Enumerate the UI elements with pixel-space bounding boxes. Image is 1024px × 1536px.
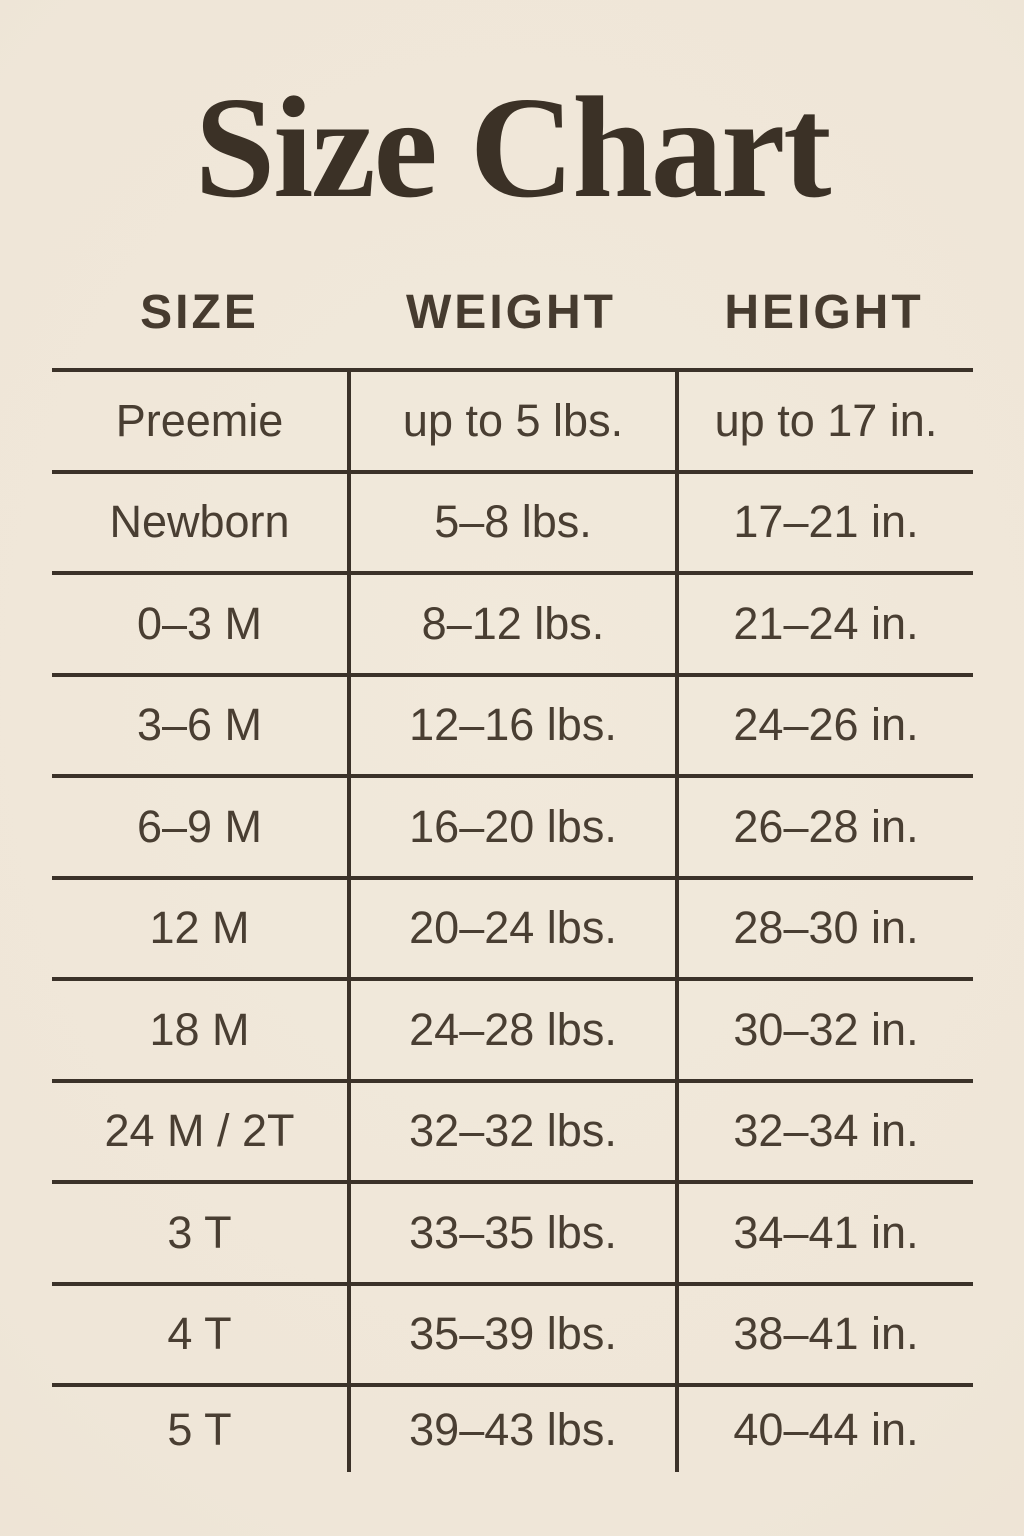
height-cell: up to 17 in. bbox=[675, 372, 973, 470]
table-row: 12 M 20–24 lbs. 28–30 in. bbox=[52, 879, 973, 981]
table-row: 0–3 M 8–12 lbs. 21–24 in. bbox=[52, 575, 973, 677]
size-cell: 0–3 M bbox=[136, 597, 263, 649]
weight-cell: up to 5 lbs. bbox=[347, 372, 675, 470]
table-row: Preemie up to 5 lbs. up to 17 in. bbox=[52, 372, 973, 474]
height-cell: 38–41 in. bbox=[675, 1285, 973, 1383]
table-row: 3 T 33–35 lbs. 34–41 in. bbox=[52, 1184, 973, 1286]
page-title: Size Chart bbox=[194, 68, 832, 228]
column-header-weight: WEIGHT bbox=[406, 285, 616, 339]
weight-cell: 5–8 lbs. bbox=[347, 473, 675, 571]
weight-cell: 8–12 lbs. bbox=[347, 575, 675, 673]
table-row: 6–9 M 16–20 lbs. 26–28 in. bbox=[52, 778, 973, 880]
height-cell: 26–28 in. bbox=[675, 778, 973, 876]
size-cell: 6–9 M bbox=[136, 800, 263, 852]
size-chart-table: SIZE WEIGHT HEIGHT Preemie up to 5 lbs. … bbox=[52, 256, 973, 1472]
size-cell: 3 T bbox=[167, 1206, 232, 1258]
weight-cell: 12–16 lbs. bbox=[347, 676, 675, 774]
weight-cell: 32–32 lbs. bbox=[347, 1082, 675, 1180]
table-row: 5 T 39–43 lbs. 40–44 in. bbox=[52, 1387, 973, 1472]
column-header-size: SIZE bbox=[140, 285, 259, 339]
table-row: 3–6 M 12–16 lbs. 24–26 in. bbox=[52, 676, 973, 778]
weight-cell: 20–24 lbs. bbox=[347, 879, 675, 977]
table-row: 4 T 35–39 lbs. 38–41 in. bbox=[52, 1285, 973, 1387]
weight-cell: 33–35 lbs. bbox=[347, 1184, 675, 1282]
table-row: 24 M / 2T 32–32 lbs. 32–34 in. bbox=[52, 1082, 973, 1184]
height-cell: 30–32 in. bbox=[675, 981, 973, 1079]
table-header-row: SIZE WEIGHT HEIGHT bbox=[52, 256, 973, 368]
height-cell: 21–24 in. bbox=[675, 575, 973, 673]
table-row: 18 M 24–28 lbs. 30–32 in. bbox=[52, 981, 973, 1083]
height-cell: 40–44 in. bbox=[675, 1387, 973, 1472]
size-cell: 18 M bbox=[149, 1003, 250, 1055]
weight-cell: 39–43 lbs. bbox=[347, 1387, 675, 1472]
table-body: Preemie up to 5 lbs. up to 17 in. Newbor… bbox=[52, 368, 973, 1472]
weight-cell: 35–39 lbs. bbox=[347, 1285, 675, 1383]
weight-cell: 24–28 lbs. bbox=[347, 981, 675, 1079]
column-header-height: HEIGHT bbox=[724, 285, 924, 339]
height-cell: 28–30 in. bbox=[675, 879, 973, 977]
size-cell: Preemie bbox=[115, 394, 284, 446]
size-cell: 3–6 M bbox=[136, 699, 263, 751]
size-cell: Newborn bbox=[109, 496, 290, 548]
size-cell: 24 M / 2T bbox=[104, 1105, 295, 1157]
height-cell: 17–21 in. bbox=[675, 473, 973, 571]
height-cell: 34–41 in. bbox=[675, 1184, 973, 1282]
size-cell: 4 T bbox=[167, 1308, 232, 1360]
weight-cell: 16–20 lbs. bbox=[347, 778, 675, 876]
table-row: Newborn 5–8 lbs. 17–21 in. bbox=[52, 473, 973, 575]
height-cell: 32–34 in. bbox=[675, 1082, 973, 1180]
height-cell: 24–26 in. bbox=[675, 676, 973, 774]
size-cell: 5 T bbox=[167, 1403, 232, 1455]
size-cell: 12 M bbox=[149, 902, 250, 954]
